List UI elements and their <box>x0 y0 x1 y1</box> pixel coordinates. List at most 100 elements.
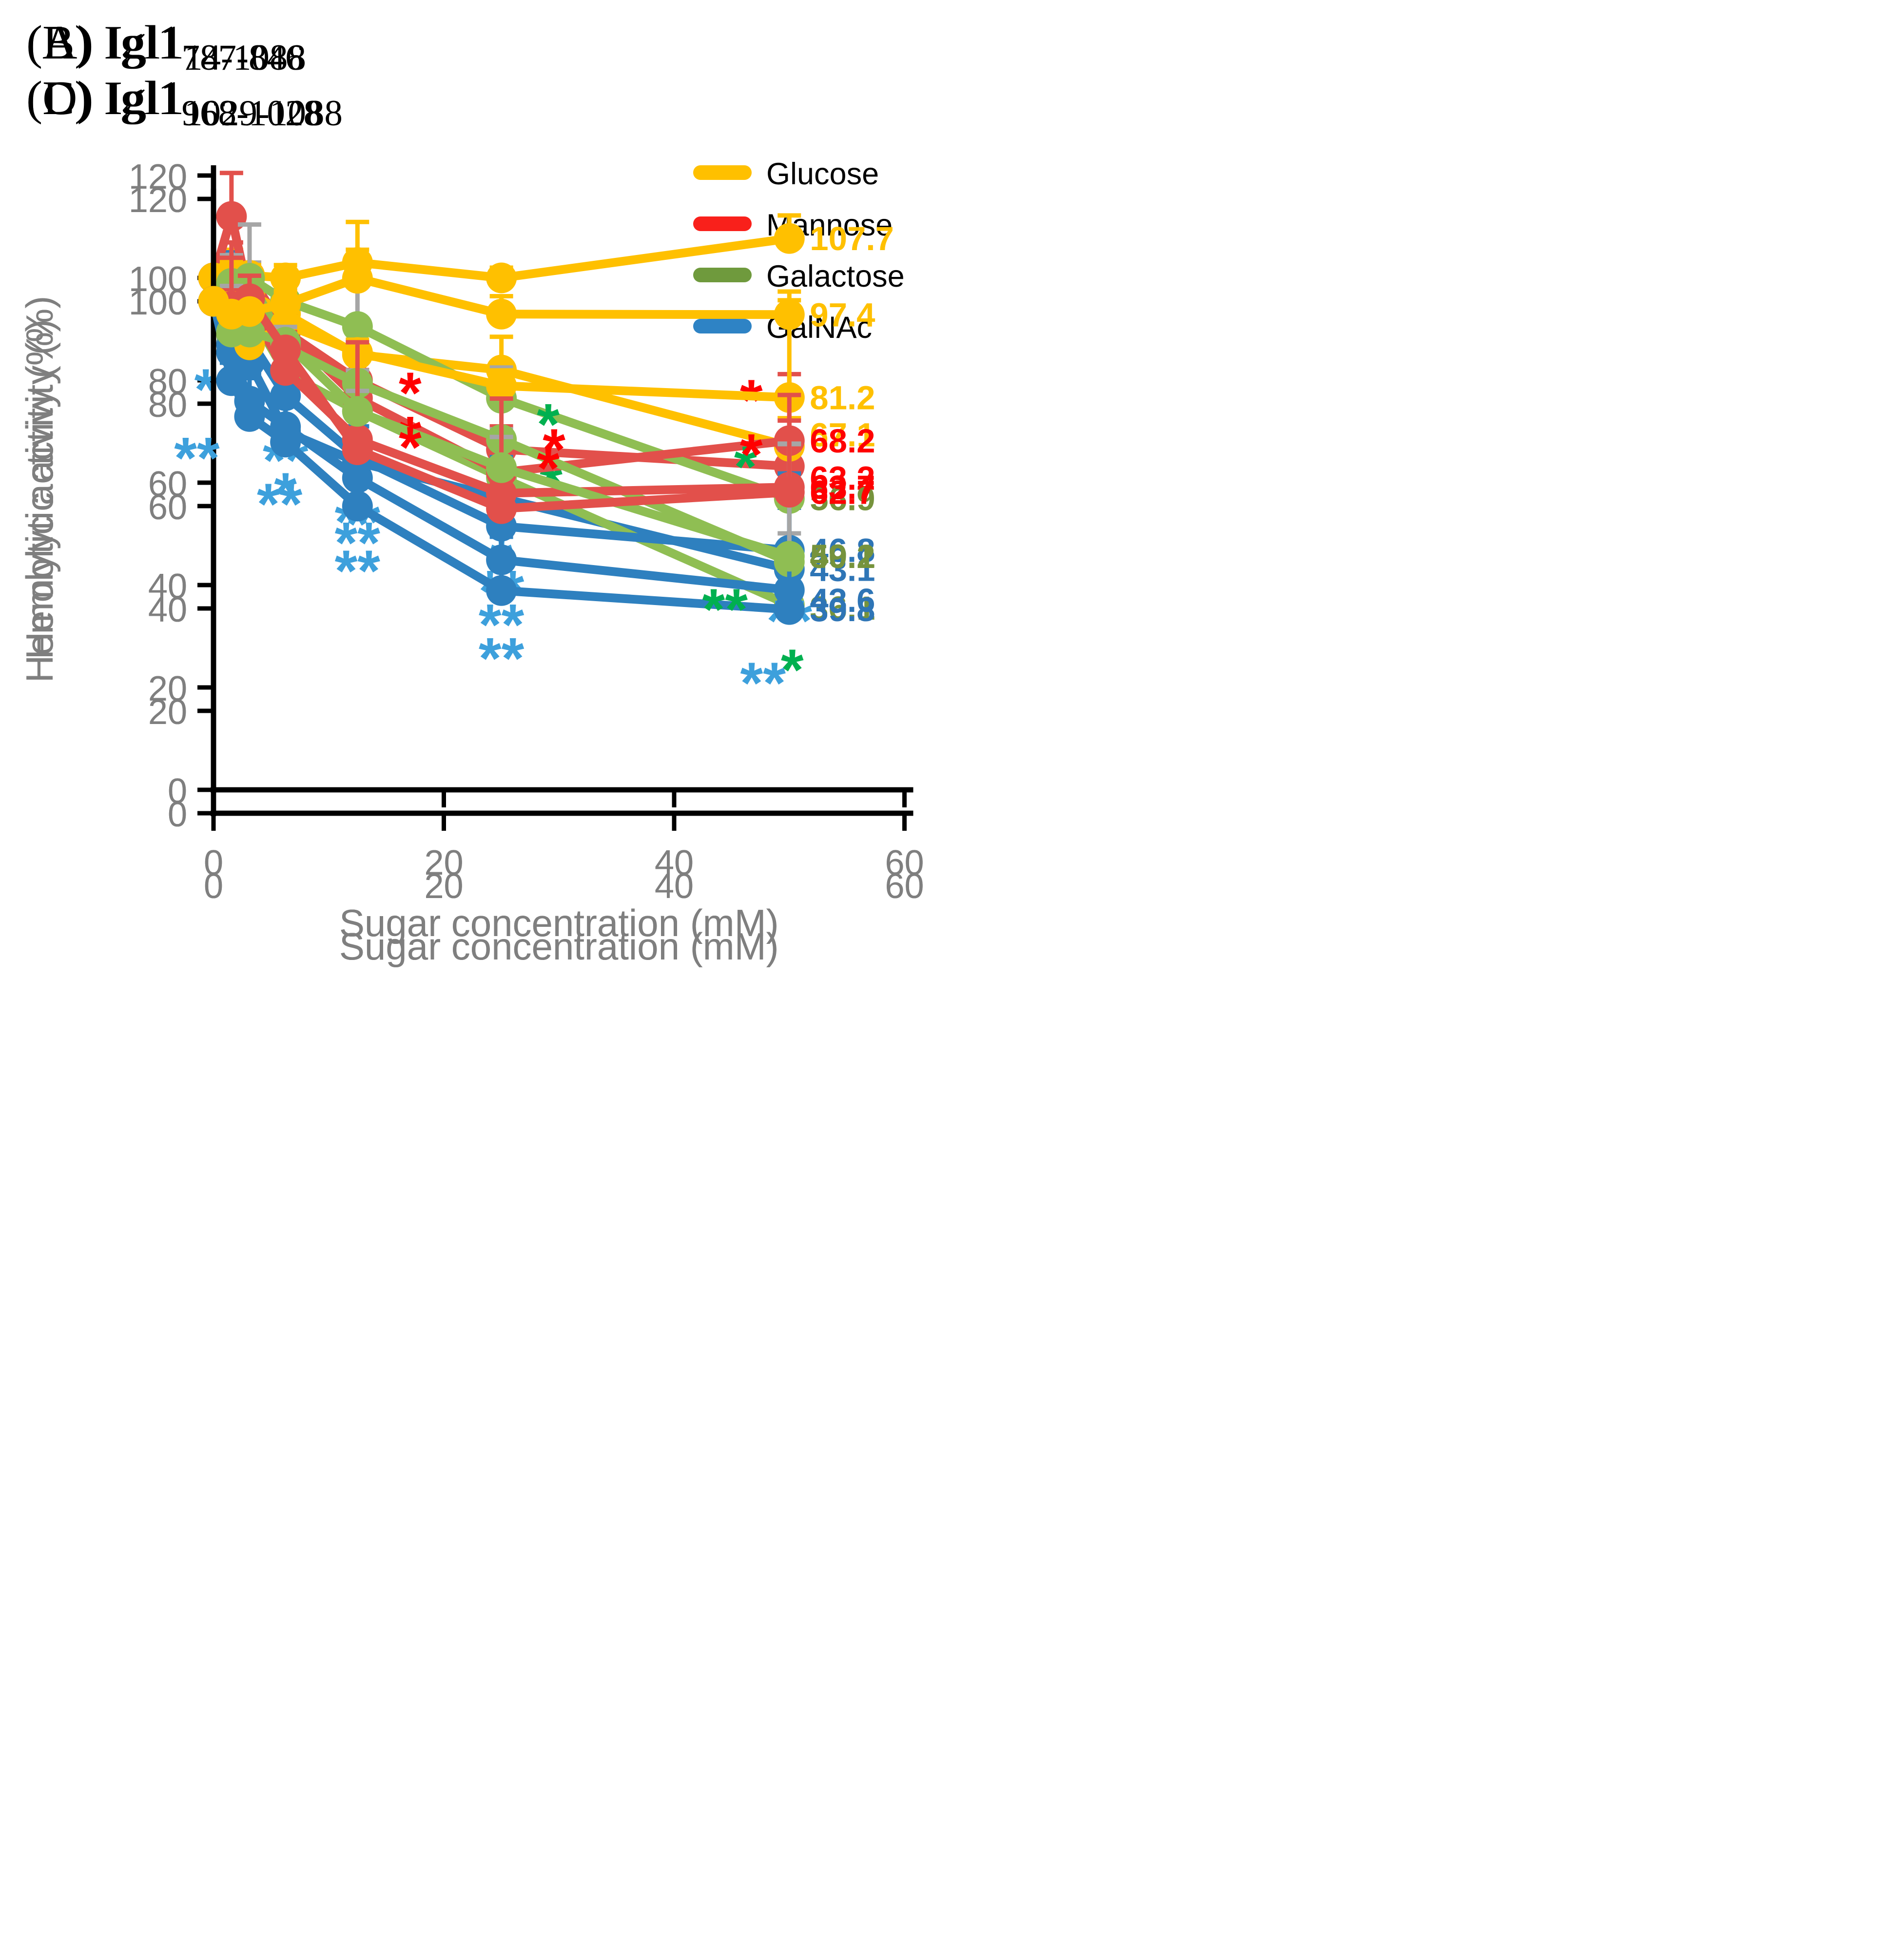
y-axis-label: Hemolytic activity (%) <box>18 319 61 683</box>
x-tick-label: 60 <box>885 843 924 882</box>
residue-range: 1029-1088 <box>184 94 343 134</box>
y-tick-label: 120 <box>129 157 187 196</box>
end-value-label: 63.7 <box>810 469 875 506</box>
y-tick-label: 120 <box>129 181 187 220</box>
data-point <box>342 434 373 465</box>
panel-D: (D) Igl11029-1088 0 20 40 60 0 20 40 60 80 100 120 S… <box>0 0 952 968</box>
x-tick-label: 60 <box>885 867 924 906</box>
data-point <box>774 299 805 330</box>
y-axis-label: Hemolytic activity (%) <box>18 296 61 659</box>
y-tick-label: 80 <box>148 362 187 401</box>
x-tick-label: 0 <box>204 843 223 882</box>
data-point <box>486 493 517 524</box>
panel-label: (B) <box>26 18 91 70</box>
end-labels: 107.7 68.2 56.9 46.8 <box>810 220 894 569</box>
data-point <box>234 401 265 432</box>
end-value-label: 68.2 <box>810 422 875 460</box>
y-tick-label: 20 <box>148 669 187 708</box>
y-tick-label: 60 <box>148 488 187 527</box>
data-point <box>270 427 301 458</box>
asterisk: ** <box>174 425 220 490</box>
y-tick-label: 40 <box>148 567 187 606</box>
x-tick-label: 40 <box>655 867 694 906</box>
protein-name: Igl1 <box>104 18 182 70</box>
x-tick-label: 40 <box>655 843 694 882</box>
residue-range: 787-846 <box>181 39 304 78</box>
y-tick-label: 100 <box>129 260 187 299</box>
error-bars <box>219 219 801 610</box>
y-tick-label: 120 <box>129 181 187 220</box>
data-point <box>342 490 373 522</box>
x-tick-label: 60 <box>885 867 924 906</box>
legend-swatch <box>693 268 752 282</box>
y-axis-label: Hemolytic activity (%) <box>18 296 61 659</box>
legend-swatch <box>693 165 752 180</box>
x-tick-label: 20 <box>424 867 463 906</box>
x-tick-label: 20 <box>424 843 463 882</box>
data-point <box>216 365 247 396</box>
x-axis-label: Sugar concentration (mM) <box>339 925 779 968</box>
protein-name: Igl1 <box>104 73 182 126</box>
data-point <box>270 334 301 366</box>
asterisk: * <box>537 392 560 457</box>
legend-swatch <box>693 319 752 333</box>
x-axis-label: Sugar concentration (mM) <box>339 925 779 968</box>
asterisk: ** <box>479 626 525 691</box>
end-value-label: 62.7 <box>810 474 875 511</box>
protein-name: Igl1 <box>106 73 184 126</box>
y-tick-label: 80 <box>148 362 187 401</box>
y-tick-label: 60 <box>148 488 187 527</box>
y-tick-label: 0 <box>168 795 187 834</box>
x-axis-label: Sugar concentration (mM) <box>339 901 779 944</box>
y-tick-label: 80 <box>148 386 187 425</box>
legend-swatch <box>693 216 752 231</box>
data-point <box>774 223 805 254</box>
y-tick-label: 40 <box>148 590 187 629</box>
legend-label: Glucose <box>766 157 879 191</box>
y-tick-label: 20 <box>148 693 187 732</box>
data-point <box>342 396 373 427</box>
x-tick-label: 0 <box>204 867 223 906</box>
end-labels: 67.1 63.2 36.143.1 <box>810 416 875 626</box>
data-point <box>774 541 805 572</box>
x-tick-label: 20 <box>424 843 463 882</box>
data-point <box>486 262 517 294</box>
y-tick-label: 100 <box>129 260 187 299</box>
data-point <box>774 594 805 625</box>
end-value-label: 50.2 <box>810 538 875 575</box>
chart-D: 0 20 40 60 0 20 40 60 80 100 120 Sugar concentratio… <box>18 181 924 968</box>
y-tick-label: 40 <box>148 567 187 606</box>
x-tick-label: 0 <box>204 867 223 906</box>
significance-marks: * * ************ ** <box>174 392 786 716</box>
asterisk: ** <box>740 650 786 716</box>
end-value-label: 39.8 <box>810 591 875 628</box>
panel-label: (D) <box>26 73 94 126</box>
panel-A-title: (A) Igl114-1088 <box>26 18 306 77</box>
end-value-label: 97.4 <box>810 296 875 333</box>
protein-name: Igl1 <box>106 18 184 70</box>
x-tick-label: 20 <box>424 867 463 906</box>
asterisk: * <box>781 637 804 703</box>
x-tick-label: 60 <box>885 843 924 882</box>
axes: 0 20 40 60 0 20 40 60 80 100 120 Sugar concentratio… <box>18 181 924 968</box>
y-tick-label: 120 <box>129 157 187 196</box>
x-axis-label: Sugar concentration (mM) <box>339 901 779 944</box>
y-tick-label: 80 <box>148 386 187 425</box>
data-point <box>270 262 301 294</box>
y-tick-label: 20 <box>148 693 187 732</box>
y-tick-label: 0 <box>168 772 187 811</box>
asterisk: * <box>537 435 560 501</box>
data-point <box>486 298 517 330</box>
end-value-label: 56.9 <box>810 480 875 518</box>
data-point <box>270 288 301 319</box>
asterisk: * <box>543 417 565 482</box>
asterisk: ** <box>702 577 748 642</box>
y-tick-label: 60 <box>148 465 187 504</box>
asterisk: * <box>399 360 422 426</box>
data-point <box>486 452 517 483</box>
asterisk: ** <box>335 538 381 604</box>
end-value-label: 43.1 <box>810 550 875 588</box>
residue-range: 14-1088 <box>184 39 306 78</box>
